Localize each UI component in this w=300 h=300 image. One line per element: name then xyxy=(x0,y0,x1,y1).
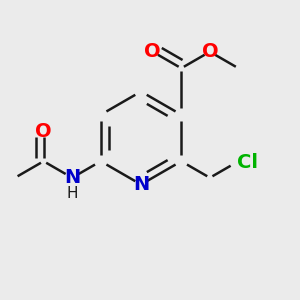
Text: O: O xyxy=(35,122,52,141)
Text: N: N xyxy=(64,168,80,187)
Text: O: O xyxy=(144,42,161,61)
Text: N: N xyxy=(133,175,149,194)
Text: Cl: Cl xyxy=(237,153,258,172)
Text: H: H xyxy=(66,186,78,201)
Text: O: O xyxy=(202,42,218,61)
